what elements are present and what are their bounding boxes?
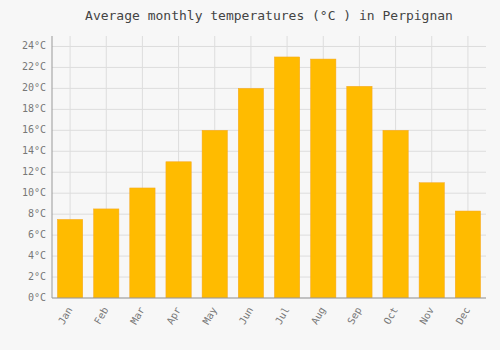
x-tick-label: Apr xyxy=(164,305,183,326)
x-axis-line xyxy=(52,298,486,299)
y-tick-label: 16°C xyxy=(22,124,46,135)
y-tick-label: 2°C xyxy=(28,271,46,282)
y-tick-label: 24°C xyxy=(22,40,46,51)
x-tick-label: Mar xyxy=(128,305,147,326)
bar xyxy=(57,219,82,298)
x-tick-label: Jan xyxy=(56,305,75,326)
y-tick-label: 0°C xyxy=(28,292,46,303)
axes: 0°C 2°C 4°C 6°C 8°C 10°C 12°C 14°C 16°C 18°C 20°C 2… xyxy=(22,36,486,326)
bar xyxy=(383,130,408,298)
x-tick-label: Dec xyxy=(454,305,473,326)
bar xyxy=(130,188,155,298)
y-tick-label: 18°C xyxy=(22,103,46,114)
chart: 0°C 2°C 4°C 6°C 8°C 10°C 12°C 14°C 16°C 18°C 20°C 2… xyxy=(0,0,500,350)
y-tick-label: 14°C xyxy=(22,145,46,156)
y-tick-label: 22°C xyxy=(22,61,46,72)
bar xyxy=(238,88,263,298)
x-tick-label: Feb xyxy=(92,305,111,326)
x-tick-label: Oct xyxy=(381,305,400,326)
y-grid-line xyxy=(52,46,486,47)
x-tick-label: Nov xyxy=(418,305,437,326)
grid xyxy=(52,36,486,298)
y-tick-label: 10°C xyxy=(22,187,46,198)
bar xyxy=(202,130,227,298)
y-tick-label: 20°C xyxy=(22,82,46,93)
background xyxy=(0,0,500,350)
bar xyxy=(166,162,191,298)
x-tick-label: May xyxy=(201,305,220,326)
y-tick-label: 12°C xyxy=(22,166,46,177)
title: Average monthly temperatures (°C ) in Pe… xyxy=(85,8,453,23)
bar xyxy=(94,209,119,298)
bars xyxy=(57,57,480,298)
y-grid-line xyxy=(52,298,486,299)
bar xyxy=(419,183,444,298)
y-grid-line xyxy=(52,88,486,89)
bar xyxy=(274,57,299,298)
x-tick-label: Jul xyxy=(273,305,292,326)
bar xyxy=(347,86,372,298)
y-grid-line xyxy=(52,172,486,173)
y-tick-label: 8°C xyxy=(28,208,46,219)
y-grid-line xyxy=(52,67,486,68)
y-tick-label: 6°C xyxy=(28,229,46,240)
y-grid-line xyxy=(52,151,486,152)
bar xyxy=(311,59,336,298)
y-grid-line xyxy=(52,109,486,110)
y-axis-line xyxy=(52,36,53,298)
x-tick-label: Jun xyxy=(237,305,256,326)
y-grid-line xyxy=(52,130,486,131)
x-tick-label: Aug xyxy=(309,305,328,326)
bar xyxy=(455,211,480,298)
y-tick-label: 4°C xyxy=(28,250,46,261)
x-tick-label: Sep xyxy=(345,305,364,326)
